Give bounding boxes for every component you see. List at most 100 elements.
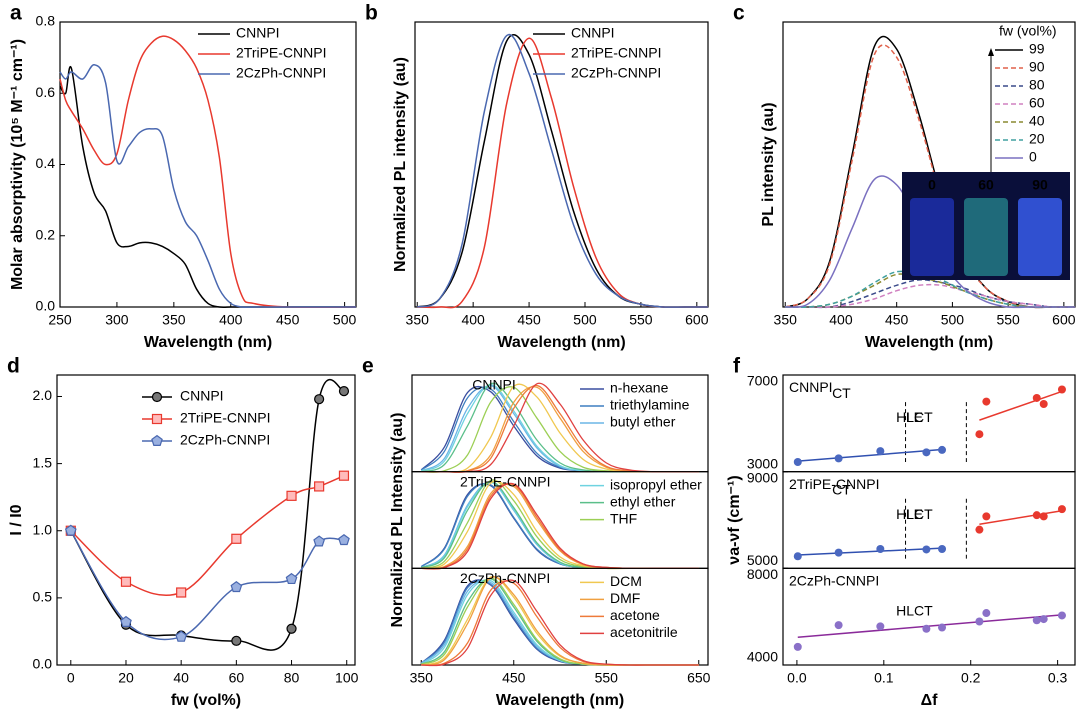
data-point [314,394,325,405]
data-point [975,430,984,439]
legend-label: 20 [1029,131,1045,147]
series-line [421,579,699,667]
inset-label: 90 [1032,177,1048,193]
y-tick-label: 0.5 [33,589,53,605]
inset-vial [1018,198,1062,276]
data-point [876,545,885,553]
data-point [286,623,297,634]
x-tick-label: 500 [333,312,357,328]
x-tick-label: 0.1 [874,670,894,686]
x-tick-label: 500 [573,312,597,328]
data-point [938,445,947,454]
series-line [59,35,357,309]
annotation: 2CzPh-CNNPI [789,573,879,589]
x-tick-label: 60 [229,670,245,686]
y-axis-label: PL intensity (au) [760,102,777,226]
legend-marker [151,391,163,403]
data-point [975,617,984,626]
data-point [982,397,991,406]
legend-label: 60 [1029,95,1045,111]
x-tick-label: 0 [67,670,75,686]
data-point [834,454,843,463]
x-tick-label: 600 [685,312,709,328]
legend-label: 2TriPE-CNNPI [571,45,662,61]
x-tick-label: 600 [1052,312,1076,328]
data-point [938,623,947,632]
x-tick-label: 350 [774,312,798,328]
y-tick-label: 9000 [747,469,778,485]
data-point [1039,400,1048,408]
annotation: CT [832,482,851,498]
x-tick-label: 350 [410,670,434,686]
panel-label: d [7,355,20,378]
legend-label: 2CzPh-CNNPI [236,65,326,81]
series-line [70,475,345,597]
legend-label: triethylamine [610,397,690,413]
panel-label: f [733,355,741,378]
y-tick-label: 1.0 [33,521,53,537]
legend-title: fw (vol%) [999,23,1057,39]
annotation: HLCT [896,409,933,425]
fit-line [797,547,943,556]
legend-label: 80 [1029,77,1045,93]
y-tick-label: 2.0 [33,387,53,403]
x-axis-label: Wavelength (nm) [497,334,625,351]
annotation: LE [906,409,923,425]
y-axis-label: Normalized PL Intensity (au) [389,413,406,628]
data-point [120,615,132,628]
x-tick-label: 0.0 [787,670,807,686]
series-line [70,530,345,641]
x-axis-label: Wavelength (nm) [144,334,272,351]
panel-label: b [365,2,378,25]
data-point [793,458,802,466]
data-point [230,580,243,593]
data-point [876,622,885,631]
plot-frame [782,567,1076,666]
x-tick-label: 0.3 [1048,670,1068,686]
legend-label: DCM [610,573,642,589]
data-point [922,545,931,554]
legend-label: CNNPI [236,25,280,41]
inset-label: 0 [928,177,936,193]
data-point [231,533,242,544]
subplot-title: 2TriPE-CNNPI [460,473,551,489]
x-tick-label: 400 [219,312,243,328]
data-point [1032,511,1041,520]
annotation: HLCT [896,603,933,619]
legend-marker [151,413,163,425]
fit-line [979,510,1063,525]
y-tick-label: 8000 [747,566,778,582]
x-tick-label: 250 [48,312,72,328]
plot-frame [414,21,709,308]
legend-label: 2CzPh-CNNPI [180,432,270,448]
panel-label: c [733,2,745,25]
legend-marker [151,434,163,446]
y-tick-label: 4000 [747,649,778,665]
x-tick-label: 450 [517,312,541,328]
inset-vial [964,198,1008,276]
legend-label: acetonitrile [610,624,678,640]
legend-label: THF [610,510,637,526]
data-point [1032,393,1041,402]
legend-label: CNNPI [571,25,615,41]
x-tick-label: 350 [406,312,430,328]
x-tick-label: 20 [118,670,134,686]
x-tick-label: 100 [335,670,359,686]
y-tick-label: 0.0 [36,298,56,314]
data-point [286,490,297,501]
x-tick-label: 550 [629,312,653,328]
data-point [64,524,77,536]
series-line [785,283,1076,308]
data-point [1039,615,1048,624]
legend-label: CNNPI [180,388,224,404]
y-axis-label: I / I0 [8,504,25,535]
legend-label: n-hexane [610,380,669,396]
legend-label: DMF [610,590,640,606]
x-tick-label: 650 [687,670,711,686]
y-axis-label: νa-νf (cm⁻¹) [726,475,743,564]
x-tick-label: 400 [461,312,485,328]
x-axis-label: Wavelength (nm) [496,692,624,709]
data-point [975,525,984,534]
data-point [876,447,885,456]
plot-frame [56,374,356,666]
